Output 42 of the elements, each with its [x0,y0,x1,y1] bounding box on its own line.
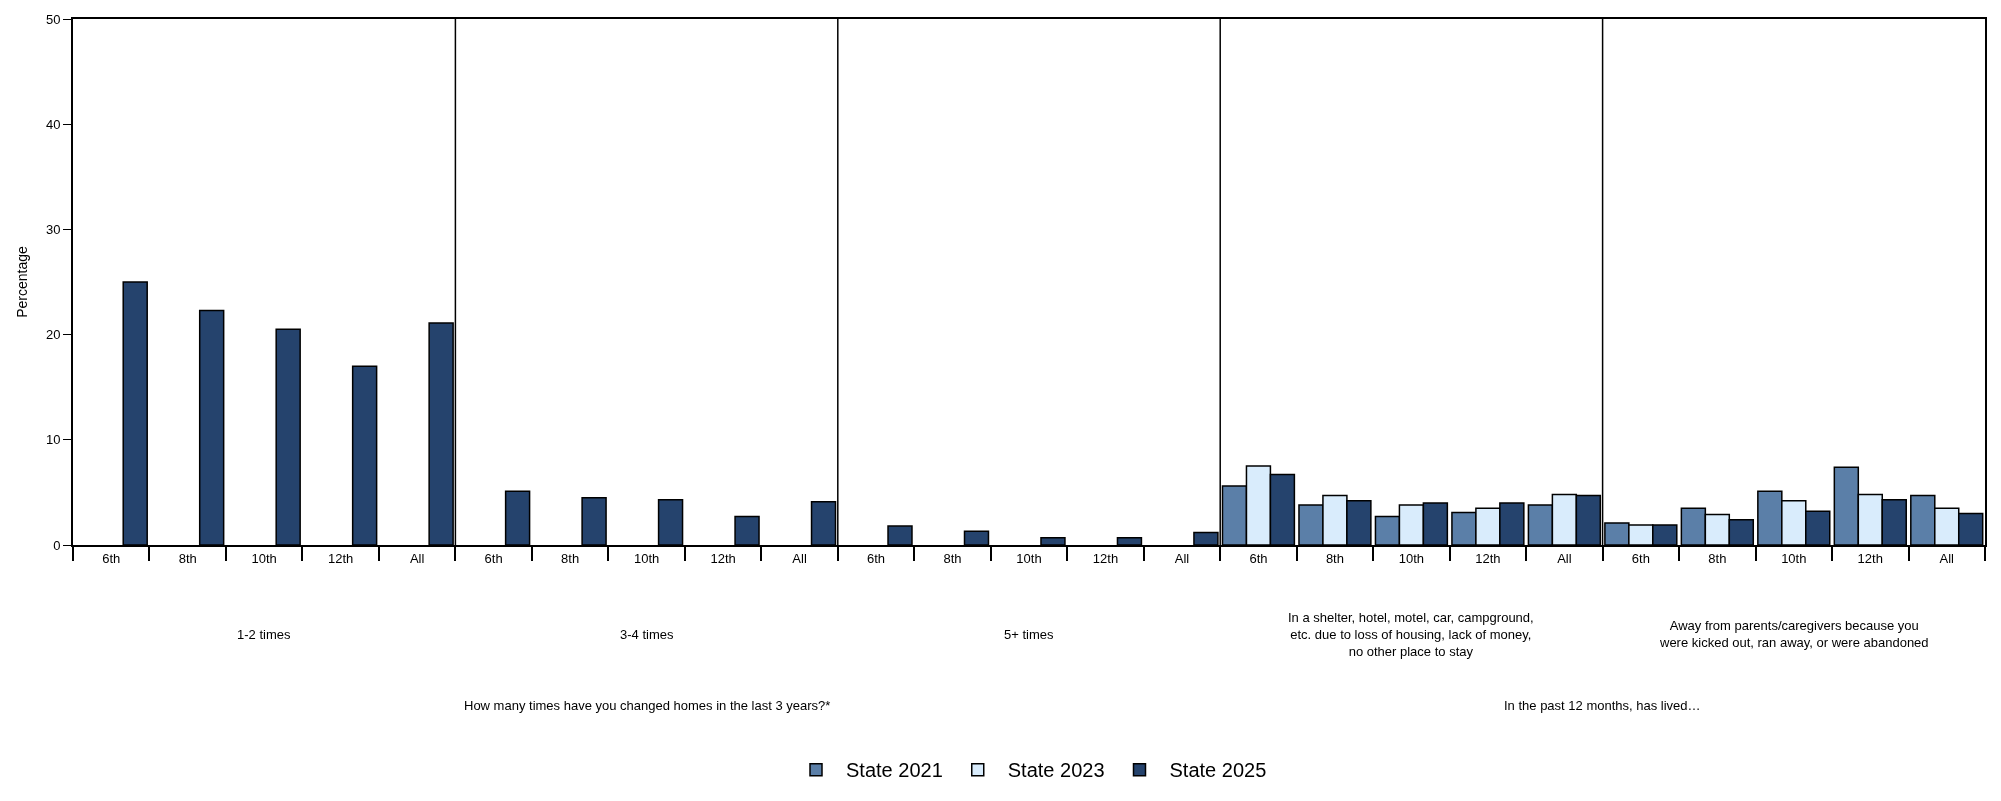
x-tick-label: 10th [1016,550,1042,566]
y-tick-label: 30 [45,221,61,237]
text: In a shelter, hotel, motel, car, campground, etc. due to loss of housing, lack of money, no other place to stay [1288,610,1534,659]
x-tick-label: All [409,550,425,566]
x-tick-label: 8th [561,550,580,566]
x-tick-label: 12th [1857,550,1883,566]
x-tick-label: All [1174,550,1190,566]
text: 3-4 times [620,627,674,642]
y-tick-label: 50 [45,11,61,27]
x-tick-label: 12th [1475,550,1501,566]
x-tick-label: 8th [943,550,962,566]
legend-label: State 2023 [1007,759,1105,782]
legend-label: State 2021 [846,759,943,782]
x-tick-label: 10th [1398,550,1425,566]
x-tick-label: 10th [633,550,660,566]
x-tick-label: 12th [328,550,354,566]
x-tick-label: 10th [1781,550,1807,566]
text: How many times have you changed homes in the last 3 years?* [464,698,831,713]
y-tick-label: 0 [53,537,61,553]
x-tick-label: 12th [710,550,736,566]
x-tick-label: 8th [1325,550,1344,566]
x-tick-label: All [1939,550,1955,566]
x-tick-label: 6th [484,550,503,566]
x-tick-label: 6th [102,550,121,566]
x-tick-label: 8th [178,550,197,566]
text: 1-2 times [237,627,291,642]
text: 5+ times [1004,627,1054,642]
x-tick-label: 6th [867,550,886,566]
y-tick-label: 10 [45,432,61,448]
x-tick-label: 6th [1631,550,1650,566]
x-tick-label: 8th [1708,550,1727,566]
x-tick-label: 10th [251,550,277,566]
x-tick-label: All [1557,550,1572,566]
text: In the past 12 months, has lived… [1504,698,1701,713]
legend-label: State 2025 [1169,759,1267,782]
y-tick-label: 20 [45,327,61,343]
x-tick-label: 12th [1092,550,1119,566]
y-tick-label: 40 [45,116,61,132]
x-tick-label: All [792,550,807,566]
y-axis-title: Percentage [14,245,31,318]
text: Away from parents/caregivers because you were kicked out, ran away, or were abandoned [1659,618,1929,650]
x-tick-label: 6th [1249,550,1268,566]
